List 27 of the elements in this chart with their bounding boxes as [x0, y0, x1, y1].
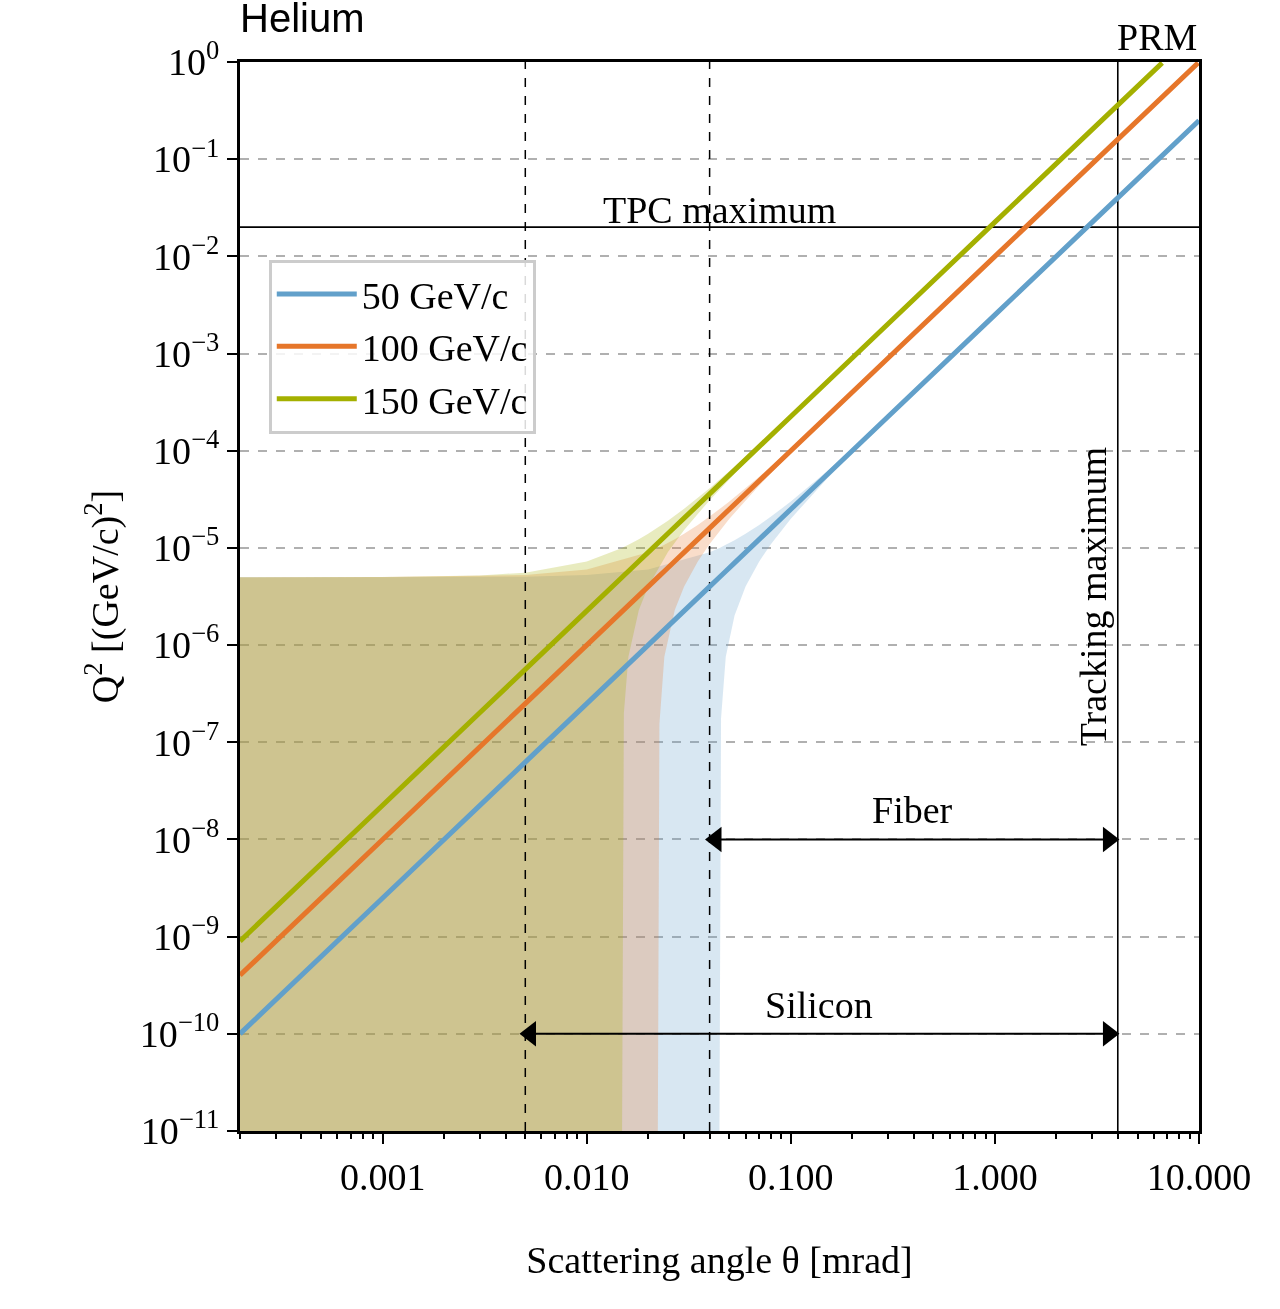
legend-label: 150 GeV/c [361, 379, 528, 422]
y-tick-label: 10$^{−11}$ [140, 1104, 220, 1153]
y-tick-label: 10$^{−6}$ [153, 618, 220, 667]
ref-line-label: Tracking maximum [1072, 446, 1115, 747]
y-tick-label: 10$^{−10}$ [139, 1007, 220, 1056]
series-label: Silicon [765, 984, 873, 1026]
legend-label: 50 GeV/c [361, 274, 509, 317]
chart-title: Helium [240, 0, 365, 40]
y-tick-label: 10$^{−7}$ [153, 715, 220, 764]
x-tick-label: 0.100 [748, 1155, 834, 1198]
y-tick-label: 10$^{−8}$ [153, 812, 220, 861]
y-tick-label: 10$^{−1}$ [153, 132, 220, 181]
y-tick-label: 10$^{−4}$ [153, 424, 220, 473]
x-axis-title: Scattering angle θ [mrad] [526, 1238, 913, 1281]
legend-label: 100 GeV/c [361, 327, 528, 370]
y-tick-label: 10$^{−2}$ [153, 229, 220, 278]
text: PRM [1117, 16, 1198, 58]
y-tick-label: 10$^{−3}$ [153, 326, 220, 375]
y-tick-label: 10$^{0}$ [168, 35, 220, 84]
ref-line-label: TPC maximum [603, 189, 837, 231]
y-tick-label: 10$^{−5}$ [153, 521, 220, 570]
x-tick-label: 10.000 [1146, 1155, 1252, 1198]
x-tick-label: 0.001 [339, 1155, 426, 1198]
series-label: Fiber [872, 789, 953, 831]
x-tick-label: 0.010 [543, 1155, 630, 1198]
y-tick-label: 10$^{−9}$ [153, 909, 220, 958]
x-tick-label: 1.000 [952, 1155, 1038, 1198]
